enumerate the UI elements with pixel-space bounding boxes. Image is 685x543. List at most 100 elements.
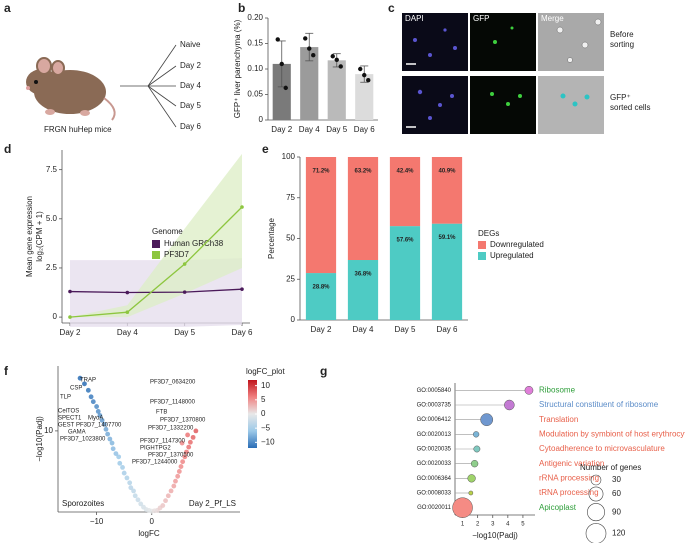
x-tick-label: Day 5: [395, 325, 416, 334]
term-label: Apicoplast: [539, 503, 577, 512]
x-tick-label: Day 2: [271, 125, 292, 134]
x-tick-label: Day 4: [353, 325, 374, 334]
data-label: 40.9%: [438, 169, 456, 175]
data-point: [88, 394, 94, 400]
data-point: [99, 417, 105, 423]
y-tick-label: 2.5: [46, 263, 58, 272]
legend-title: Genome: [152, 227, 183, 236]
data-label: 63.2%: [354, 169, 372, 175]
bar-segment: [305, 157, 337, 274]
gene-label: MyoA: [88, 416, 103, 422]
x-tick-label: 4: [506, 522, 510, 528]
y-tick-label: GO:0006364: [417, 476, 452, 482]
x-tick-label: Day 2: [311, 325, 332, 334]
data-point: [90, 399, 96, 405]
data-point: [182, 262, 187, 266]
data-label: 57.6%: [396, 238, 414, 244]
data-label: 71.2%: [312, 169, 330, 175]
data-point: [138, 501, 144, 507]
data-point: [110, 446, 116, 452]
y-axis-label: Mean gene expression: [25, 196, 34, 277]
data-point: [187, 439, 193, 445]
image-row-label: GFP⁺: [610, 93, 631, 102]
x-tick-label: Day 2: [60, 328, 81, 337]
size-legend-label: 120: [612, 529, 626, 538]
data-point: [127, 480, 133, 486]
image-row-label: sorted cells: [610, 103, 650, 112]
data-point: [193, 428, 199, 434]
branch-lines: [120, 44, 177, 128]
x-axis-label: logFC: [138, 529, 160, 538]
image-row-label: Before: [610, 30, 634, 39]
y-tick-label: 25: [286, 274, 295, 283]
colorbar-tick-label: −5: [261, 423, 271, 432]
gene-label: PF3D7_1147300: [140, 439, 186, 445]
data-point: [182, 290, 187, 294]
colorbar-tick-label: 5: [261, 395, 266, 404]
gene-label: CSP: [70, 386, 82, 392]
dot: [480, 413, 494, 427]
data-point: [77, 375, 83, 381]
y-tick-label: GO:0020013: [417, 432, 452, 438]
gene-label: GAMA: [68, 430, 86, 436]
bar: [300, 47, 319, 120]
gene-label: PF3D7_1148000: [150, 400, 196, 406]
data-point: [160, 503, 166, 508]
data-label: 28.8%: [312, 285, 330, 291]
colorbar-tick-label: 10: [261, 381, 270, 390]
size-legend-title: Number of genes: [580, 463, 641, 472]
legend-label: Human GRCh38: [164, 239, 224, 248]
gene-label: PF3D7_0634200: [150, 380, 196, 386]
y-tick-label: 10: [44, 426, 53, 435]
data-point: [94, 404, 100, 409]
data-point: [180, 459, 186, 465]
panel-label: c: [388, 1, 395, 15]
legend-title: DEGs: [478, 229, 499, 238]
gene-label: PF3D7_1332200: [148, 426, 194, 432]
data-point: [120, 464, 125, 470]
data-point: [125, 290, 130, 295]
data-point: [275, 37, 280, 42]
data-point: [171, 483, 177, 489]
gene-label: TPG2: [155, 446, 171, 452]
dot: [452, 497, 473, 518]
data-point: [95, 409, 101, 414]
data-point: [334, 57, 339, 63]
group-label: Day 4: [180, 81, 201, 90]
dot: [472, 431, 480, 438]
y-tick-label: 7.5: [46, 165, 58, 174]
term-label: Ribosome: [539, 385, 576, 394]
dot: [504, 399, 515, 411]
microscopy-images: [402, 13, 604, 134]
y-tick-label: GO:0003735: [417, 403, 452, 409]
x-tick-label: −10: [90, 517, 104, 526]
x-tick-label: 1: [461, 522, 465, 528]
x-tick-label: 3: [491, 522, 495, 528]
image-row-label: sorting: [610, 40, 634, 49]
data-point: [338, 64, 343, 69]
data-point: [240, 205, 244, 209]
gene-label: PF3D7_1370800: [160, 418, 206, 424]
size-legend-dot: [585, 523, 607, 543]
data-point: [121, 470, 127, 476]
mouse-illustration: [26, 57, 116, 121]
size-legend-dot: [587, 503, 605, 522]
bar: [272, 63, 291, 120]
y-tick-label: GO:0020011: [417, 505, 452, 511]
group-label: Day 2: [180, 61, 201, 70]
y-tick-label: 5.0: [46, 214, 58, 223]
data-point: [68, 315, 72, 319]
data-point: [330, 54, 335, 59]
bar-segment: [431, 223, 463, 320]
y-axis-label: log₂(CPM + 1): [35, 211, 44, 262]
data-point: [68, 289, 72, 294]
legend-label: Downregulated: [490, 240, 544, 249]
data-point: [135, 497, 141, 503]
term-label: tRNA processing: [539, 488, 599, 497]
data-label: 59.1%: [438, 235, 456, 241]
dot: [524, 386, 534, 395]
size-legend-label: 30: [612, 475, 621, 484]
data-label: 42.4%: [396, 169, 414, 175]
x-tick-label: Day 5: [174, 328, 195, 337]
